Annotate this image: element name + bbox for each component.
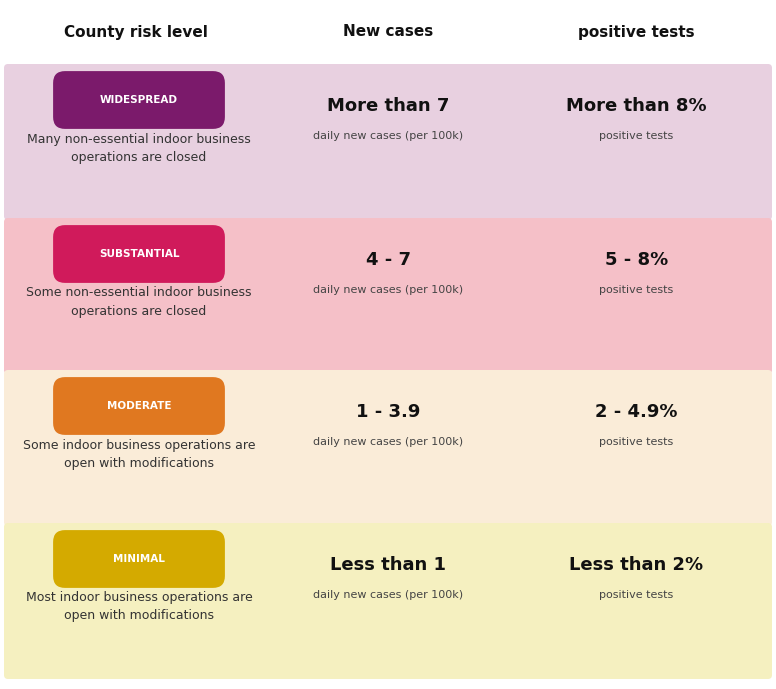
Text: MINIMAL: MINIMAL — [113, 554, 165, 564]
Text: 4 - 7: 4 - 7 — [365, 251, 411, 269]
Text: 5 - 8%: 5 - 8% — [605, 251, 668, 269]
FancyBboxPatch shape — [4, 370, 772, 526]
Text: positive tests: positive tests — [599, 131, 674, 141]
Text: More than 8%: More than 8% — [566, 97, 707, 115]
Text: 1 - 3.9: 1 - 3.9 — [356, 403, 420, 421]
Text: WIDESPREAD: WIDESPREAD — [100, 95, 178, 105]
Text: Some indoor business operations are
open with modifications: Some indoor business operations are open… — [23, 438, 255, 469]
FancyBboxPatch shape — [53, 530, 225, 588]
FancyBboxPatch shape — [4, 218, 772, 374]
Text: daily new cases (per 100k): daily new cases (per 100k) — [313, 285, 463, 295]
Text: daily new cases (per 100k): daily new cases (per 100k) — [313, 131, 463, 141]
Text: Less than 2%: Less than 2% — [570, 556, 703, 574]
Text: 2 - 4.9%: 2 - 4.9% — [595, 403, 677, 421]
Text: positive tests: positive tests — [599, 437, 674, 447]
Text: More than 7: More than 7 — [327, 97, 449, 115]
FancyBboxPatch shape — [53, 225, 225, 283]
Text: Less than 1: Less than 1 — [330, 556, 446, 574]
Text: MODERATE: MODERATE — [107, 401, 171, 411]
Text: daily new cases (per 100k): daily new cases (per 100k) — [313, 437, 463, 447]
Text: daily new cases (per 100k): daily new cases (per 100k) — [313, 590, 463, 600]
Text: Some non-essential indoor business
operations are closed: Some non-essential indoor business opera… — [26, 287, 251, 318]
FancyBboxPatch shape — [4, 523, 772, 679]
Text: positive tests: positive tests — [599, 590, 674, 600]
Text: New cases: New cases — [343, 25, 433, 39]
Text: Most indoor business operations are
open with modifications: Most indoor business operations are open… — [26, 591, 252, 622]
FancyBboxPatch shape — [4, 64, 772, 220]
Text: SUBSTANTIAL: SUBSTANTIAL — [99, 249, 179, 259]
Text: Many non-essential indoor business
operations are closed: Many non-essential indoor business opera… — [27, 132, 251, 163]
FancyBboxPatch shape — [53, 71, 225, 129]
Text: positive tests: positive tests — [578, 25, 695, 39]
Text: County risk level: County risk level — [64, 25, 208, 39]
FancyBboxPatch shape — [53, 377, 225, 435]
Text: positive tests: positive tests — [599, 285, 674, 295]
